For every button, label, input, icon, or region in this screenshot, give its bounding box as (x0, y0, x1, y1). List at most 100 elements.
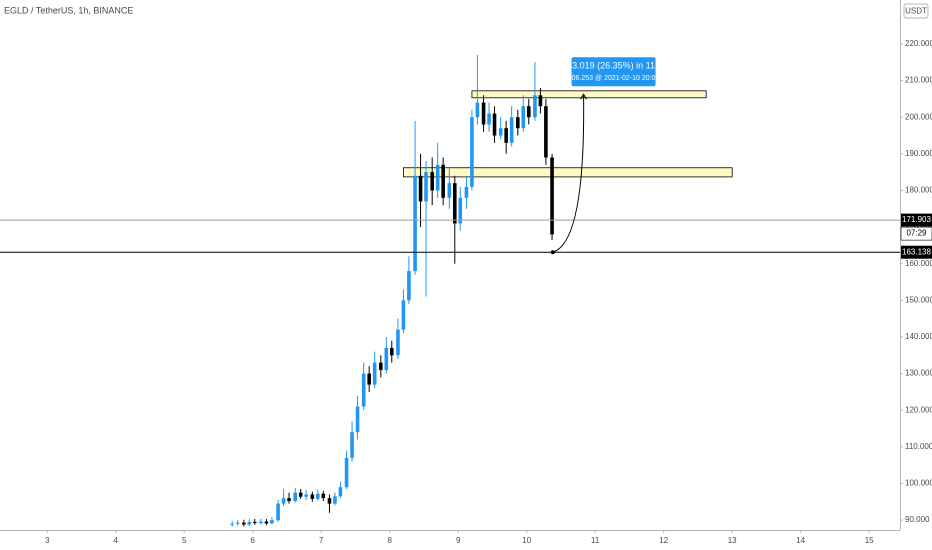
price-label: 171.903 (902, 215, 931, 224)
candle-body (544, 106, 548, 158)
candle-body (487, 113, 491, 125)
price-label-box (901, 245, 932, 259)
candle-body (247, 521, 252, 525)
projection-label: 43.019 (26.35%) in 11h (567, 61, 660, 71)
projection-curve (552, 94, 585, 253)
candle-body (389, 347, 394, 356)
candle-body (430, 172, 434, 191)
candle-body (372, 362, 377, 385)
candle-body (333, 496, 337, 504)
candle-body (498, 128, 503, 136)
y-tick-label: 180.000 (905, 186, 932, 195)
y-tick-label: 150.000 (905, 295, 932, 304)
countdown: 07:29 (906, 229, 927, 238)
y-tick-label: 210.000 (905, 76, 932, 85)
candle-body (447, 183, 452, 198)
x-tick-label: 13 (728, 536, 737, 545)
candle-body (521, 106, 526, 129)
candle-body (481, 102, 486, 125)
candle-body (350, 432, 354, 458)
x-tick-label: 8 (387, 536, 392, 545)
candle-body (396, 329, 400, 356)
projection-arrow (580, 93, 587, 100)
candle-body (304, 494, 308, 497)
y-tick-label: 200.000 (905, 112, 932, 121)
candle-body (464, 186, 469, 198)
chart-title: EGLD / TetherUS, 1h, BINANCE (4, 5, 133, 15)
candle-body (252, 521, 257, 524)
candle-body (418, 175, 423, 202)
candle-body (270, 520, 274, 524)
candle-body (526, 106, 531, 118)
zone (471, 90, 707, 99)
candle-body (441, 164, 445, 198)
candle-body (435, 164, 440, 191)
candle-body (235, 522, 240, 524)
candle-body (316, 493, 320, 499)
candle-body (276, 503, 280, 521)
projection-start (550, 250, 555, 255)
candle-body (424, 172, 428, 202)
candle-body (287, 498, 291, 502)
candle-body (407, 271, 411, 301)
x-tick-label: 5 (182, 536, 187, 545)
price-label-box (901, 213, 932, 227)
x-tick-label: 14 (796, 536, 805, 545)
y-tick-label: 130.000 (905, 369, 932, 378)
y-tick-label: 140.000 (905, 332, 932, 341)
x-tick-label: 6 (251, 536, 256, 545)
x-tick-label: 10 (522, 536, 531, 545)
candle-body (504, 128, 508, 143)
candle-body (538, 95, 543, 107)
candle-body (230, 523, 234, 525)
candle-body (310, 494, 315, 499)
y-tick-label: 90.000 (905, 515, 930, 524)
candle-body (338, 487, 343, 497)
projection-label-box (571, 57, 656, 87)
candle-body (242, 522, 246, 525)
x-tick-label: 7 (319, 536, 324, 545)
y-tick-label: 110.000 (905, 442, 932, 451)
candle-body (401, 300, 406, 330)
candle-body (264, 521, 269, 524)
zone (403, 167, 733, 178)
candle-body (509, 117, 514, 143)
y-tick-label: 220.000 (905, 39, 932, 48)
candle-body (452, 183, 457, 224)
y-tick-label: 100.000 (905, 479, 932, 488)
candle-body (492, 113, 497, 136)
candle-body (533, 95, 537, 118)
currency-box[interactable] (903, 3, 929, 19)
x-tick-label: 9 (456, 536, 461, 545)
x-tick-label: 11 (591, 536, 600, 545)
price-label: 163.138 (902, 247, 931, 256)
candle-body (344, 457, 349, 488)
candle-body (281, 498, 286, 504)
y-tick-label: 120.000 (905, 405, 932, 414)
x-tick-label: 15 (865, 536, 874, 545)
candle-body (327, 498, 332, 504)
y-tick-label: 190.000 (905, 149, 932, 158)
candle-body (367, 373, 371, 385)
candle-body (355, 406, 360, 433)
x-tick-label: 4 (114, 536, 119, 545)
candle-body (475, 102, 480, 118)
currency: USDT (905, 7, 927, 16)
countdown-box (900, 226, 932, 241)
candle-body (298, 492, 303, 497)
y-tick-label: 160.000 (905, 259, 932, 268)
candle-body (259, 521, 263, 524)
candle-body (550, 157, 554, 235)
candle-body (516, 117, 520, 129)
x-tick-label: 12 (659, 536, 668, 545)
candle-body (458, 197, 463, 224)
candle-body (321, 493, 326, 499)
y-tick-label: 170.000 (905, 222, 932, 231)
candle-body (361, 373, 366, 407)
candle-body (379, 362, 383, 370)
projection-sublabel: 206.253 @ 2021-02-10 20:00 (568, 75, 660, 82)
candle-body (413, 175, 417, 272)
candle-body (384, 347, 389, 370)
